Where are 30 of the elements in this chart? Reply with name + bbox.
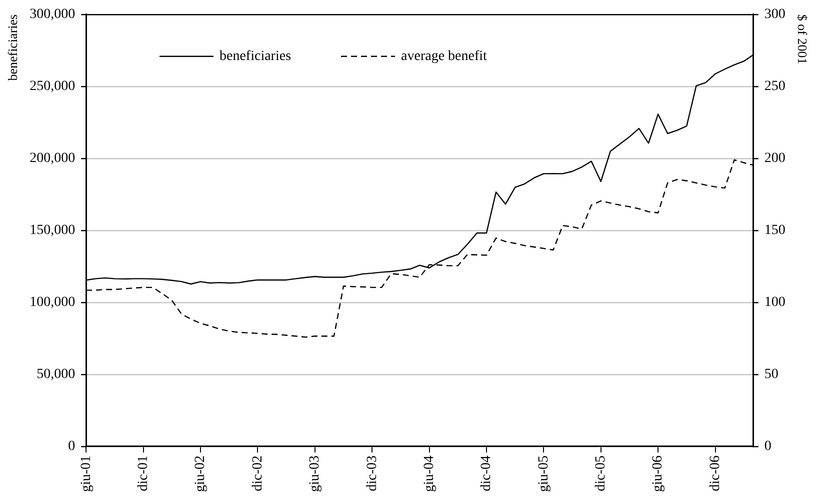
x-tick-label: dic-01 [136, 455, 151, 492]
y2-tick-label: 100 [764, 295, 786, 310]
y2-tick-label: 50 [764, 367, 778, 382]
y2-tick-label: 150 [764, 223, 786, 238]
y-tick-label: 250,000 [30, 79, 76, 94]
x-tick-label: giu-03 [308, 455, 323, 492]
y-tick-label: 200,000 [30, 151, 76, 166]
x-tick-label: giu-04 [422, 455, 437, 492]
y2-tick-label: 0 [764, 439, 772, 454]
y2-tick-label: 250 [764, 79, 786, 94]
y2-tick-label: 200 [764, 151, 786, 166]
y-axis-title: beneficiaries [5, 14, 20, 81]
y-tick-label: 300,000 [30, 7, 76, 22]
legend-label: average benefit [401, 49, 488, 64]
y-tick-label: 100,000 [30, 295, 76, 310]
x-tick-label: giu-02 [193, 455, 208, 492]
x-tick-label: giu-06 [650, 455, 666, 492]
x-tick-label: dic-06 [708, 455, 723, 492]
x-tick-label: giu-01 [78, 455, 94, 492]
y-tick-label: 0 [68, 439, 76, 454]
x-tick-label: dic-03 [364, 455, 380, 492]
x-tick-label: dic-02 [250, 455, 266, 492]
y-tick-label: 50,000 [36, 367, 76, 382]
x-tick-label: giu-05 [536, 455, 552, 492]
x-tick-label: dic-04 [479, 455, 494, 492]
y2-axis-title: $ of 2001 [794, 14, 810, 64]
y2-tick-label: 300 [764, 7, 786, 22]
y-tick-label: 150,000 [30, 223, 76, 238]
x-tick-label: dic-05 [594, 455, 609, 492]
legend-label: beneficiaries [220, 49, 292, 64]
